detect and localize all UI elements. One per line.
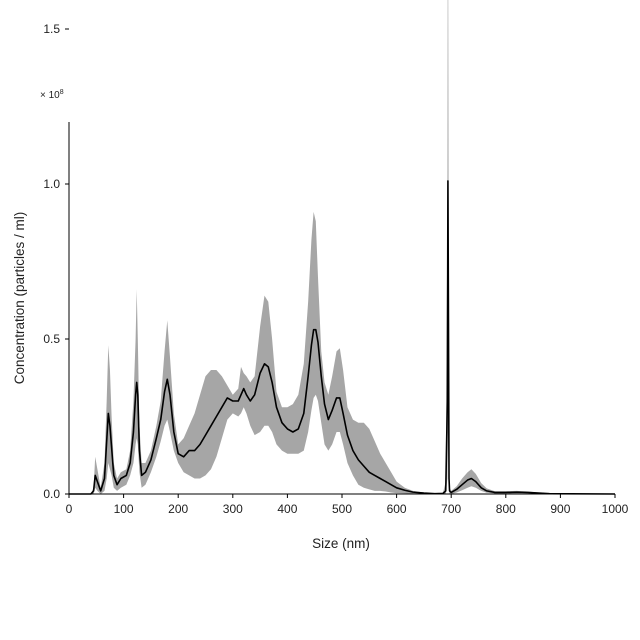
- x-tick-label: 700: [441, 502, 461, 516]
- y-axis-title: Concentration (particles / ml): [12, 212, 27, 385]
- x-tick-label: 900: [550, 502, 570, 516]
- x-tick-label: 600: [387, 502, 407, 516]
- x-tick-label: 100: [114, 502, 134, 516]
- x-tick-label: 300: [223, 502, 243, 516]
- x-tick-label: 400: [277, 502, 297, 516]
- x-tick-label: 0: [66, 502, 73, 516]
- x-tick-label: 1000: [602, 502, 629, 516]
- mean-concentration-line: [69, 180, 616, 495]
- y-multiplier-label: × 108: [40, 89, 64, 101]
- y-tick-label: 0.5: [43, 332, 60, 346]
- y-axis: 0.00.51.01.52.0: [43, 22, 70, 501]
- x-ticks: 0 100 200 300 400 500 600 700 800 900 1000: [66, 494, 629, 516]
- y-tick-label: 0.0: [43, 487, 60, 501]
- x-axis-title: Size (nm): [312, 536, 370, 551]
- y-tick-label: 1.0: [43, 177, 60, 191]
- error-band: [69, 0, 615, 494]
- x-tick-label: 200: [168, 502, 188, 516]
- y-tick-label: 1.5: [43, 22, 60, 36]
- plot-area: [69, 0, 616, 495]
- y-ticks: 0.00.51.01.52.0: [43, 22, 69, 501]
- x-axis: 0 100 200 300 400 500 600 700 800 900 1000: [66, 493, 629, 516]
- x-tick-label: 800: [496, 502, 516, 516]
- x-tick-label: 500: [332, 502, 352, 516]
